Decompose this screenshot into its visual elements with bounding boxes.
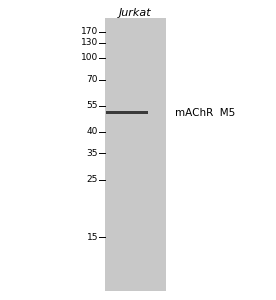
Bar (106, 111, 148, 114)
Text: 40: 40 (87, 128, 98, 136)
Text: 70: 70 (86, 75, 98, 84)
Text: 100: 100 (81, 53, 98, 62)
Text: 35: 35 (86, 148, 98, 158)
Text: 15: 15 (86, 232, 98, 242)
Text: mAChR  M5: mAChR M5 (175, 107, 235, 118)
Bar (105, 18, 166, 291)
Text: 170: 170 (81, 27, 98, 36)
Text: 25: 25 (87, 176, 98, 184)
Text: 130: 130 (81, 38, 98, 47)
Text: Jurkat: Jurkat (119, 8, 152, 19)
Text: 55: 55 (86, 101, 98, 110)
